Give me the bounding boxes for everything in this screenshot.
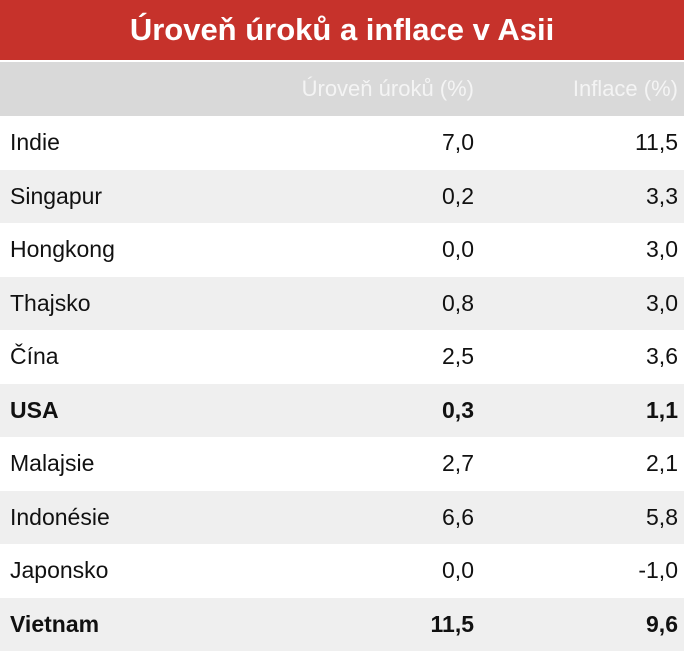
table-cell: Singapur [10,182,103,209]
table-cell: 11,5 [430,610,475,637]
header-row: Úroveň úroků (%) Inflace (%) [0,62,684,116]
table-row: Indie 7,0 11,5 [0,116,684,170]
table-row: Singapur 0,2 3,3 [0,169,684,223]
table-cell: Indonésie [10,503,110,530]
table-cell: 0,3 [442,396,474,423]
table-cell: 2,5 [442,343,474,370]
table-cell: Thajsko [10,289,91,316]
table-cell: Indie [10,129,60,156]
table-cell: Vietnam [10,610,100,637]
table-row: Vietnam 11,5 9,6 [0,597,684,651]
table-row: Japonsko 0,0 -1,0 [0,544,684,598]
table-cell: 3,0 [646,289,678,316]
table-row: Indonésie 6,6 5,8 [0,490,684,544]
table-cell: 3,0 [646,236,678,263]
table-cell: 9,6 [646,610,678,637]
table-cell: 0,0 [442,557,474,584]
table-cell: 2,1 [646,450,678,477]
header-cell: Inflace (%) [572,76,678,101]
table-cell: 2,7 [442,450,474,477]
table-cell: 11,5 [634,129,678,156]
table-row: Čína 2,5 3,6 [0,330,684,384]
table-cell: 0,8 [442,289,474,316]
table-cell: Malajsie [10,450,95,477]
table-cell: 0,2 [442,182,474,209]
table-cell: Japonsko [10,557,109,584]
table-cell: 3,6 [646,343,678,370]
table-cell: 1,1 [646,396,678,423]
table-cell: Hongkong [10,236,115,263]
table-cell: 0,0 [442,236,474,263]
table-title: Úroveň úroků a inflace v Asii [0,0,684,62]
table: Úroveň úroků (%) Inflace (%) Indie 7,0 11,5 S… [0,62,684,651]
table-cell: USA [10,396,59,423]
table-cell: 3,3 [646,182,678,209]
table-row: Thajsko 0,8 3,0 [0,276,684,330]
table-cell: 5,8 [646,503,678,530]
table-row: Malajsie 2,7 2,1 [0,437,684,491]
table-cell: Čína [10,343,59,370]
table-cell: 6,6 [442,503,474,530]
header-cell: Úroveň úroků (%) [301,76,474,101]
table-row: USA 0,3 1,1 [0,383,684,437]
table-cell: -1,0 [638,557,678,584]
table-row: Hongkong 0,0 3,0 [0,223,684,277]
table-cell: 7,0 [442,129,474,156]
